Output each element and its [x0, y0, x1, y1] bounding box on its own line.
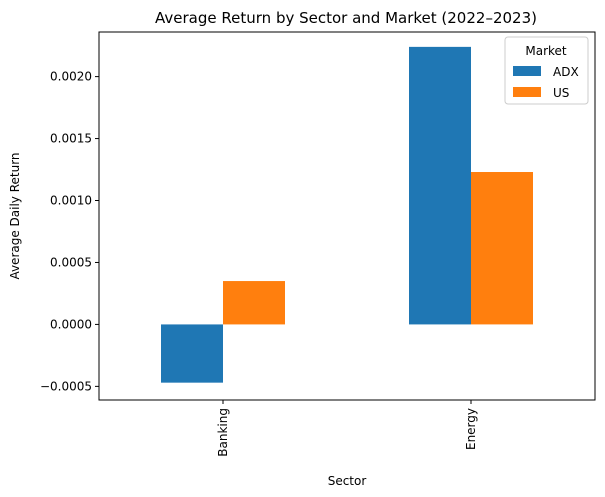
legend-swatch-adx [513, 66, 541, 76]
x-tick-label: Energy [464, 408, 478, 450]
legend-label-adx: ADX [553, 65, 579, 79]
legend-title: Market [525, 44, 567, 58]
y-tick-label: 0.0015 [50, 132, 92, 146]
chart-title: Average Return by Sector and Market (202… [155, 9, 537, 27]
plot-frame [98, 31, 596, 401]
legend: Market ADX US [504, 36, 589, 105]
x-tick-label: Banking [216, 408, 230, 457]
y-tick-label: −0.0005 [40, 379, 92, 393]
y-tick-label: 0.0020 [50, 70, 92, 84]
bar-adx-banking [161, 324, 223, 383]
y-tick-label: 0.0000 [50, 317, 92, 331]
bar-us-energy [471, 172, 533, 325]
legend-swatch-us [513, 87, 541, 97]
x-axis-label: Sector [328, 474, 367, 488]
y-tick-label: 0.0005 [50, 255, 92, 269]
y-axis-label: Average Daily Return [8, 152, 22, 279]
y-tick-label: 0.0010 [50, 194, 92, 208]
plot-area: −0.0005 0.0000 0.0005 0.0010 0.0015 0.0020 Ban… [40, 46, 533, 457]
bar-adx-energy [409, 46, 471, 325]
bar-us-banking [223, 281, 285, 325]
legend-label-us: US [553, 86, 569, 100]
